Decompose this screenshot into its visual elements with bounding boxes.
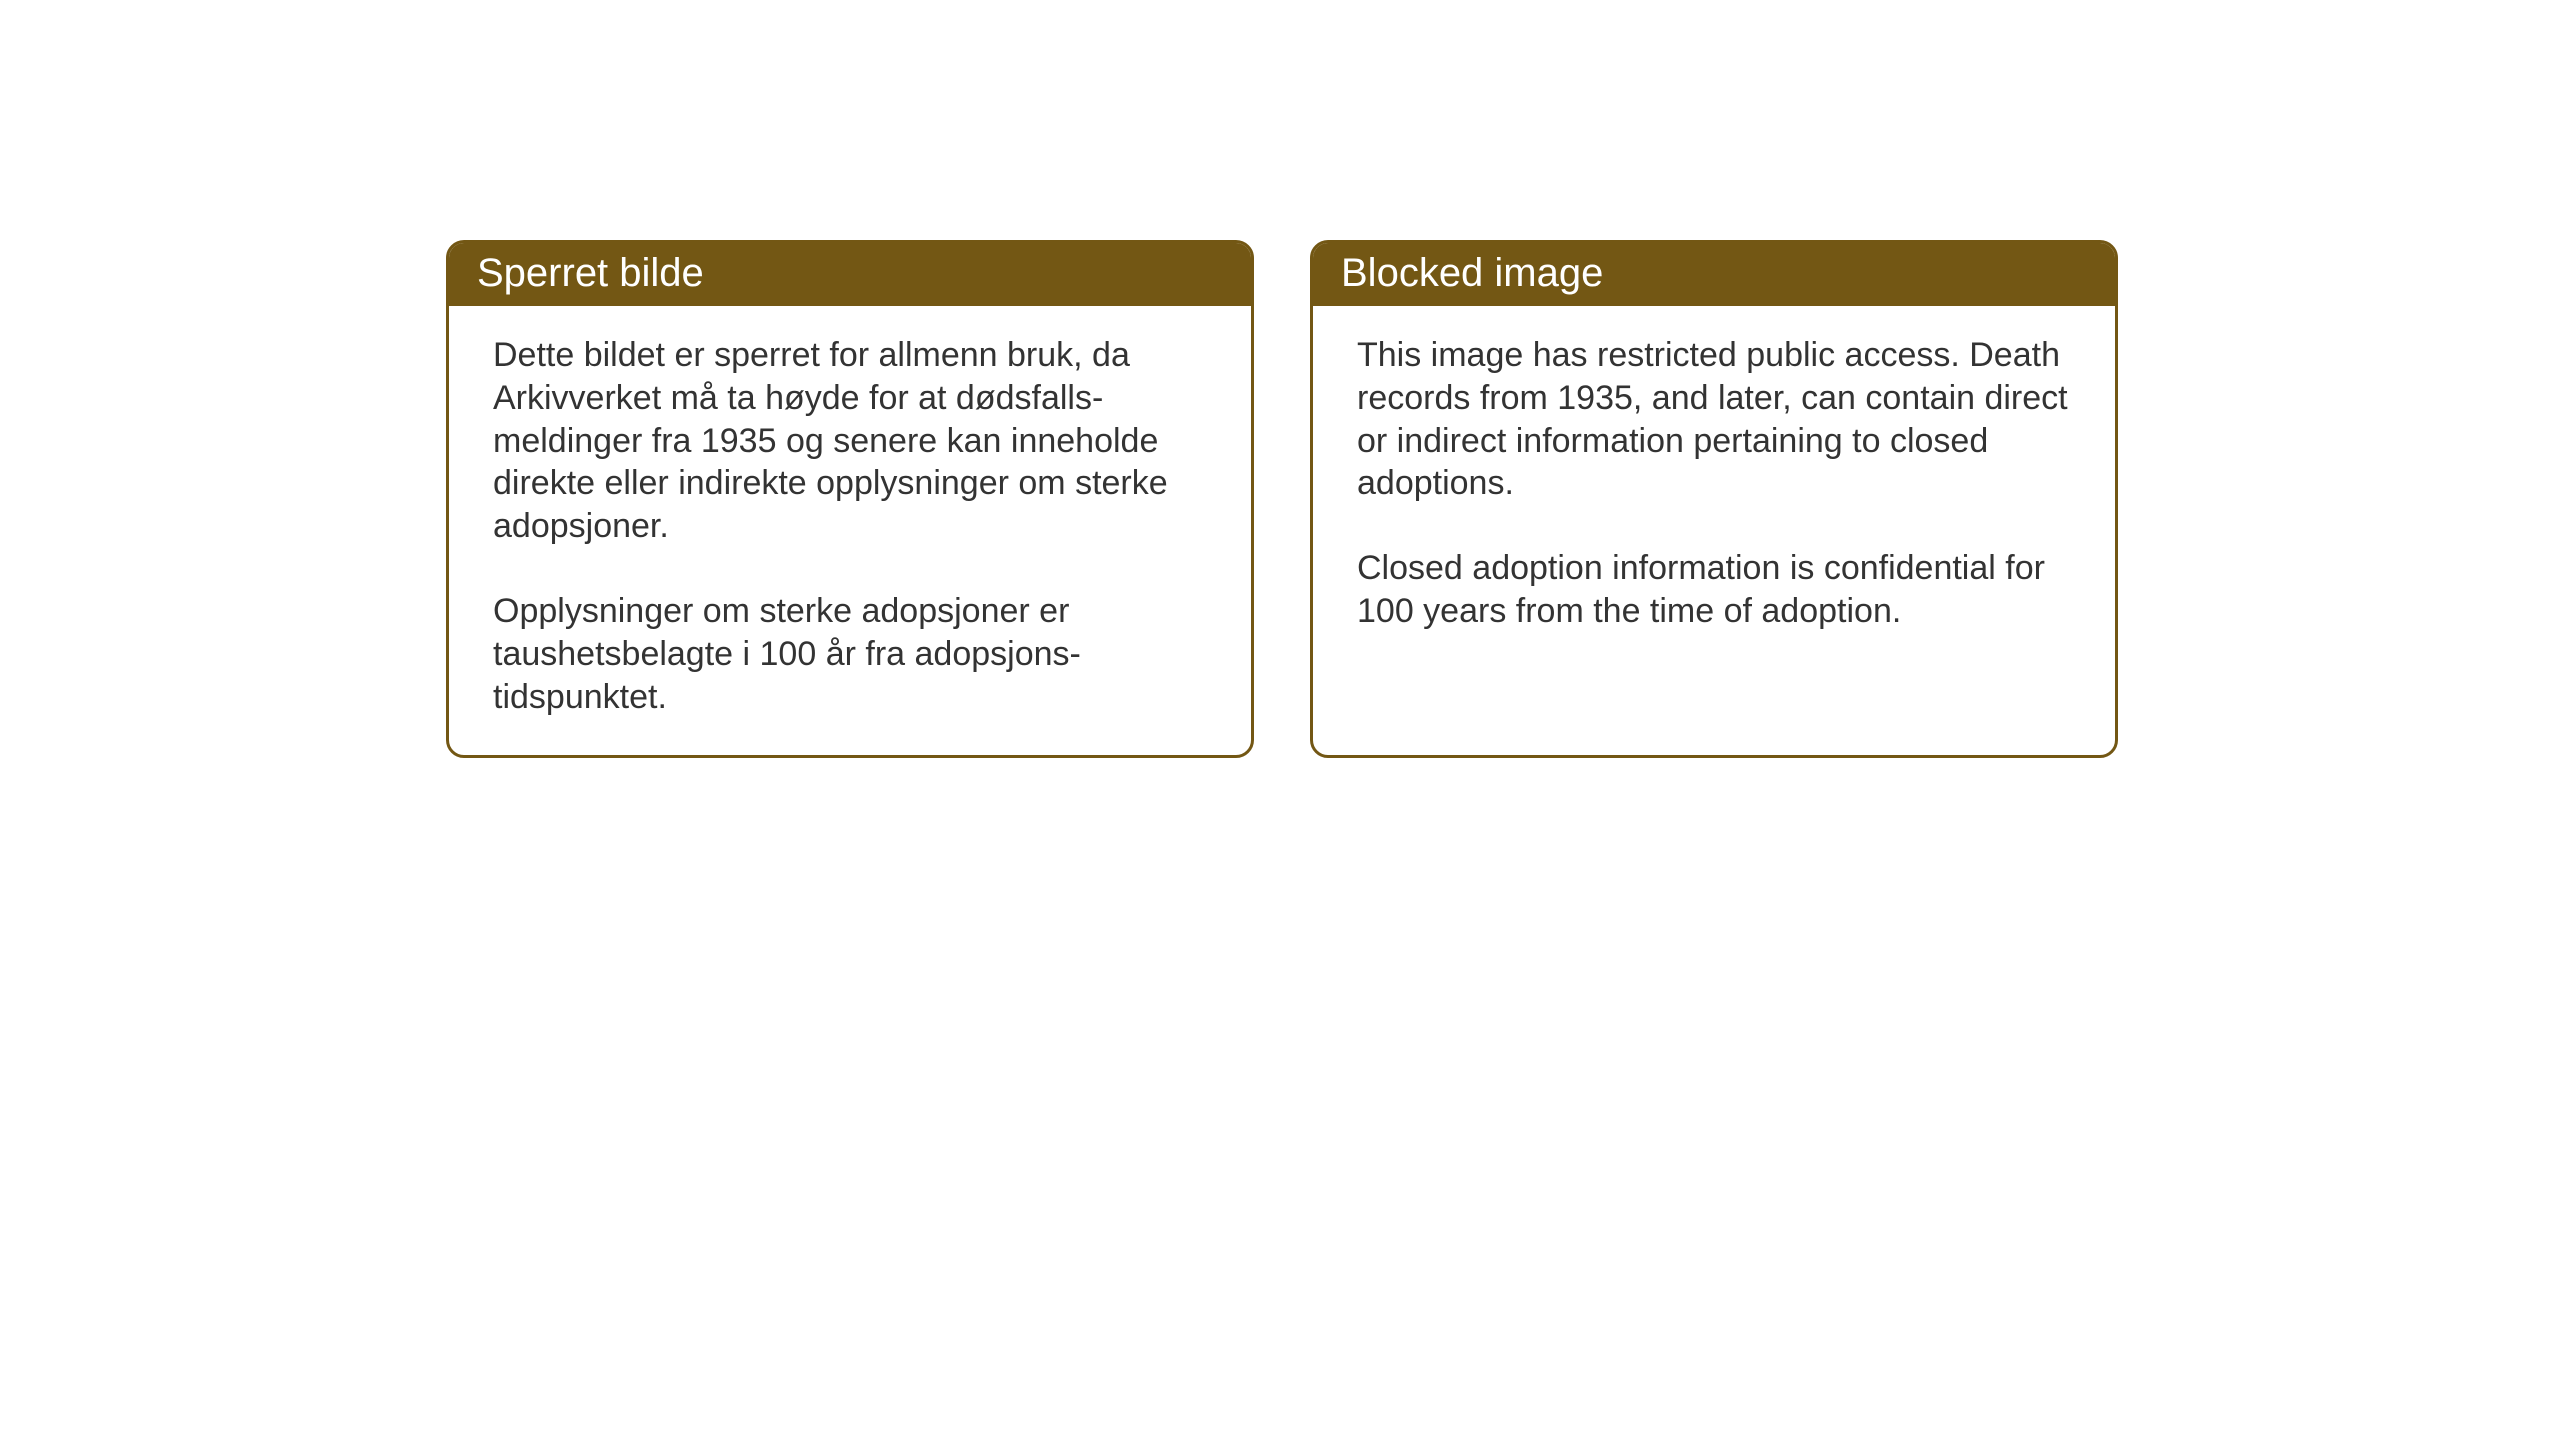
paragraph-1-english: This image has restricted public access.…: [1357, 334, 2071, 505]
paragraph-2-english: Closed adoption information is confident…: [1357, 547, 2071, 633]
notice-container: Sperret bilde Dette bildet er sperret fo…: [446, 240, 2118, 758]
card-header-norwegian: Sperret bilde: [449, 243, 1251, 306]
card-header-english: Blocked image: [1313, 243, 2115, 306]
paragraph-2-norwegian: Opplysninger om sterke adopsjoner er tau…: [493, 590, 1207, 718]
notice-card-english: Blocked image This image has restricted …: [1310, 240, 2118, 758]
card-body-english: This image has restricted public access.…: [1313, 306, 2115, 746]
card-body-norwegian: Dette bildet er sperret for allmenn bruk…: [449, 306, 1251, 755]
notice-card-norwegian: Sperret bilde Dette bildet er sperret fo…: [446, 240, 1254, 758]
paragraph-1-norwegian: Dette bildet er sperret for allmenn bruk…: [493, 334, 1207, 548]
